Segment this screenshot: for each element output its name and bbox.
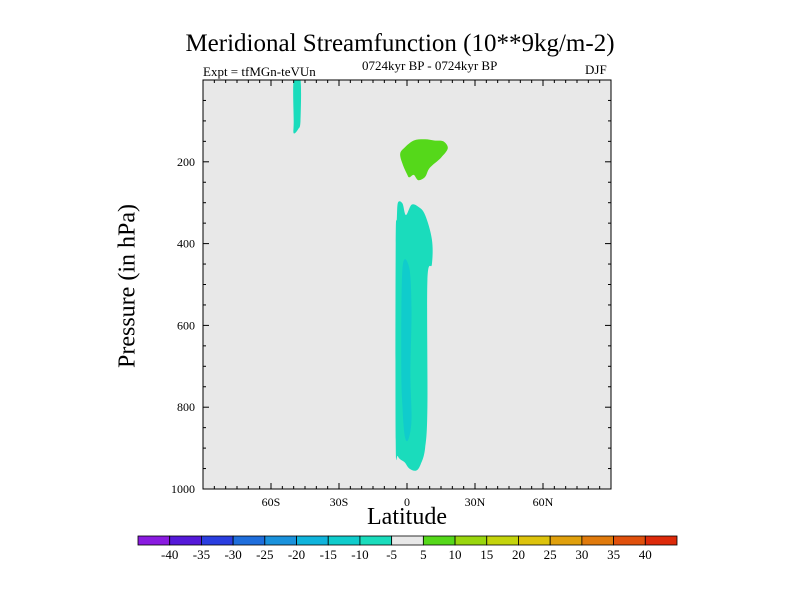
colorbar: -40 -35 -30 -25 -20 -15 -10 -5 5 10 15 20 25 30 35 40 <box>137 535 678 562</box>
colorbar-swatch <box>549 535 583 546</box>
colorbar-swatch <box>169 535 202 546</box>
colorbar-label: 25 <box>544 547 557 562</box>
region-tropical-core <box>401 259 412 442</box>
colorbar-label: -15 <box>320 547 337 562</box>
colorbar-label: -20 <box>288 547 305 562</box>
colorbar-swatch <box>518 535 551 546</box>
colorbar-swatch <box>391 535 424 546</box>
colorbar-label: 15 <box>480 547 493 562</box>
colorbar-swatch <box>201 535 234 546</box>
colorbar-label: 40 <box>639 547 652 562</box>
colorbar-swatch <box>613 535 646 546</box>
x-tick-label: 60S <box>262 495 281 509</box>
x-axis-label: Latitude <box>367 504 447 530</box>
y-tick-label: 400 <box>177 237 195 251</box>
colorbar-swatch <box>264 535 297 546</box>
colorbar-swatch <box>486 535 519 546</box>
season-label: DJF <box>585 62 607 77</box>
colorbar-swatch <box>296 535 329 546</box>
period-label: 0724kyr BP - 0724kyr BP <box>362 58 498 73</box>
y-tick-label: 1000 <box>171 482 195 496</box>
colorbar-label: -35 <box>193 547 210 562</box>
colorbar-label: -25 <box>256 547 273 562</box>
colorbar-swatch <box>327 535 361 546</box>
region-southern-upper-cell <box>293 80 302 134</box>
colorbar-swatch <box>232 535 266 546</box>
colorbar-label: -30 <box>224 547 241 562</box>
x-tick-label: 0 <box>404 495 410 509</box>
colorbar-swatch <box>644 535 678 546</box>
colorbar-label: -10 <box>351 547 368 562</box>
colorbar-swatch <box>359 535 393 546</box>
colorbar-label: -40 <box>161 547 178 562</box>
colorbar-swatch <box>137 535 171 546</box>
region-upper-positive-cell <box>400 139 448 181</box>
x-tick-label: 30N <box>465 495 486 509</box>
colorbar-swatch <box>454 535 488 546</box>
colorbar-label: -5 <box>386 547 397 562</box>
experiment-label: Expt = tfMGn-teVUn <box>203 64 316 79</box>
chart-title: Meridional Streamfunction (10**9kg/m-2) <box>185 30 615 57</box>
colorbar-label: 5 <box>420 547 427 562</box>
y-tick-label: 800 <box>177 400 195 414</box>
colorbar-label: 30 <box>575 547 588 562</box>
colorbar-swatch <box>581 535 614 546</box>
y-tick-label: 600 <box>177 318 195 332</box>
colorbar-swatch <box>422 535 456 546</box>
plot-area: 60S 30S 0 30N 60N 200 400 600 800 1000 <box>171 79 612 509</box>
colorbar-label: 20 <box>512 547 525 562</box>
colorbar-label: 10 <box>449 547 462 562</box>
contour-regions <box>293 80 448 471</box>
colorbar-label: 35 <box>607 547 620 562</box>
y-tick-label: 200 <box>177 155 195 169</box>
x-tick-label: 60N <box>533 495 554 509</box>
x-tick-label: 30S <box>330 495 349 509</box>
